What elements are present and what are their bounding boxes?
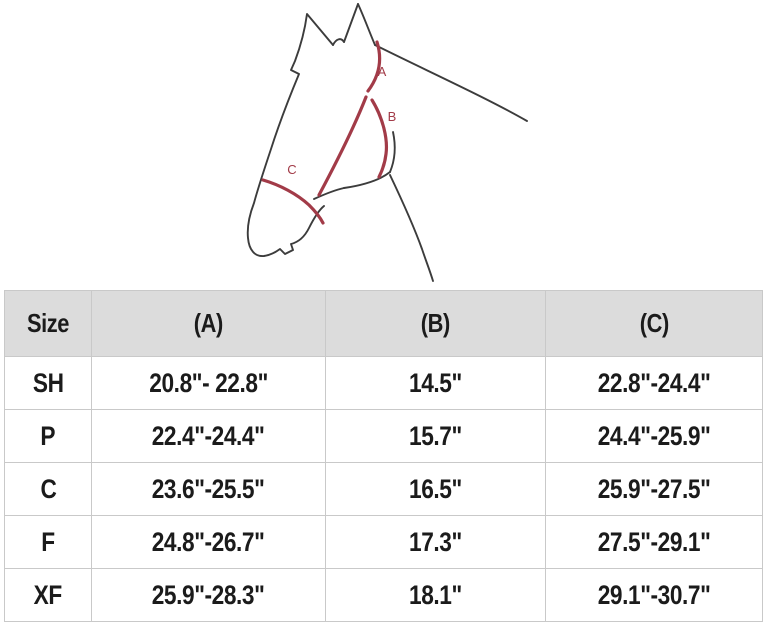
- cell-a: 20.8"- 22.8": [91, 356, 326, 410]
- measurement-c-value: 25.9"-27.5": [597, 473, 711, 504]
- table-row-p: P 22.4"-24.4" 15.7" 24.4"-25.9": [4, 409, 763, 463]
- header-row: Size (A) (B) (C): [4, 290, 763, 357]
- horse-right-ear-right-edge: [357, 3, 376, 46]
- measurement-b-value: 16.5": [409, 473, 462, 504]
- cell-size: P: [4, 409, 92, 463]
- cell-c: 24.4"-25.9": [545, 409, 763, 463]
- cheek-strap: [317, 95, 368, 197]
- size-table-header: Size (A) (B) (C): [4, 290, 763, 357]
- cell-c: 25.9"-27.5": [545, 462, 763, 516]
- header-label-b: (B): [420, 308, 451, 338]
- measurement-b-value: 18.1": [409, 579, 462, 610]
- header-label-size: Size: [26, 308, 70, 338]
- cell-a: 25.9"-28.3": [91, 568, 326, 622]
- horse-left-ear-and-face-outline: [246, 13, 334, 257]
- horse-neck-topline: [374, 44, 528, 122]
- table-row-c: C 23.6"-25.5" 16.5" 25.9"-27.5": [4, 462, 763, 516]
- table-row-f: F 24.8"-26.7" 17.3" 27.5"-29.1": [4, 515, 763, 569]
- header-label-a: (A): [193, 308, 224, 338]
- cell-a: 23.6"-25.5": [91, 462, 326, 516]
- cell-size: XF: [4, 568, 92, 622]
- cell-b: 14.5": [325, 356, 546, 410]
- measurement-c-value: 22.8"-24.4": [597, 367, 711, 398]
- measurement-c-value: 29.1"-30.7": [597, 579, 711, 610]
- header-cell-size: Size: [4, 290, 92, 357]
- cell-b: 15.7": [325, 409, 546, 463]
- horse-between-ears-line: [332, 38, 345, 46]
- cell-b: 17.3": [325, 515, 546, 569]
- header-cell-c: (C): [545, 290, 763, 357]
- size-value: F: [41, 526, 55, 557]
- table-row-xf: XF 25.9"-28.3" 18.1" 29.1"-30.7": [4, 568, 763, 622]
- measurement-label-b: B: [388, 109, 397, 124]
- cell-c: 29.1"-30.7": [545, 568, 763, 622]
- horse-mouth-line: [313, 187, 345, 200]
- header-cell-b: (B): [325, 290, 546, 357]
- measurement-c-value: 24.4"-25.9": [597, 420, 711, 451]
- measurement-a-value: 24.8"-26.7": [152, 526, 265, 557]
- horse-chest-line: [389, 174, 434, 282]
- size-table: Size (A) (B) (C) SH 20.8"- 22.8" 14.5" 2…: [4, 290, 763, 622]
- cell-c: 27.5"-29.1": [545, 515, 763, 569]
- header-cell-a: (A): [91, 290, 326, 357]
- cell-b: 18.1": [325, 568, 546, 622]
- size-value: XF: [33, 579, 63, 610]
- horse-cheek-edge: [389, 131, 396, 173]
- cell-size: SH: [4, 356, 92, 410]
- size-value: SH: [32, 367, 64, 398]
- measurement-b-value: 15.7": [409, 420, 462, 451]
- cell-a: 22.4"-24.4": [91, 409, 326, 463]
- size-value: P: [40, 420, 56, 451]
- cell-c: 22.8"-24.4": [545, 356, 763, 410]
- size-table-body: SH 20.8"- 22.8" 14.5" 22.8"-24.4" P 22.4…: [4, 356, 763, 622]
- measurement-c-value: 27.5"-29.1": [597, 526, 711, 557]
- table-row-sh: SH 20.8"- 22.8" 14.5" 22.8"-24.4": [4, 356, 763, 410]
- measurement-a-value: 22.4"-24.4": [152, 420, 265, 451]
- throat-strap-b: [370, 98, 389, 179]
- measurement-a-value: 25.9"-28.3": [152, 579, 265, 610]
- horse-head-illustration: A B C: [246, 3, 528, 282]
- cell-size: F: [4, 515, 92, 569]
- measurement-b-value: 14.5": [409, 367, 462, 398]
- cell-a: 24.8"-26.7": [91, 515, 326, 569]
- cell-size: C: [4, 462, 92, 516]
- measurement-a-value: 20.8"- 22.8": [149, 367, 268, 398]
- horse-halter-diagram: A B C: [230, 0, 530, 282]
- noseband-strap-c: [261, 178, 325, 225]
- horse-jowl-curve: [343, 171, 391, 189]
- header-label-c: (C): [639, 308, 669, 338]
- measurement-label-c: C: [287, 162, 296, 177]
- measurement-b-value: 17.3": [409, 526, 462, 557]
- cell-b: 16.5": [325, 462, 546, 516]
- horse-right-ear-left-edge: [343, 3, 359, 43]
- measurement-label-a: A: [378, 64, 387, 79]
- crown-strap-a: [366, 40, 382, 93]
- size-value: C: [40, 473, 56, 504]
- measurement-a-value: 23.6"-25.5": [152, 473, 265, 504]
